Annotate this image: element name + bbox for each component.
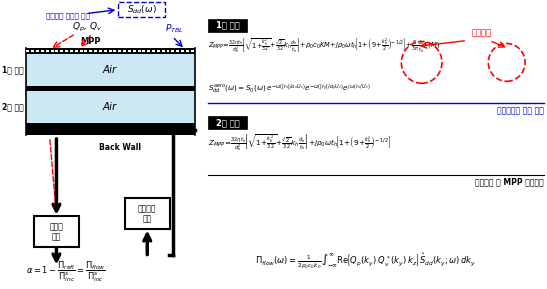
- Text: 2번 패널: 2번 패널: [216, 118, 240, 127]
- Text: $Z_{MPP}\!=\!\frac{32\eta t_h}{d_h^2}\!\left[\sqrt{1\!+\!\frac{k_h^2}{32}}\!+\!\: $Z_{MPP}\!=\!\frac{32\eta t_h}{d_h^2}\!\…: [208, 36, 440, 55]
- Bar: [208, 18, 247, 32]
- Text: Back Wall: Back Wall: [98, 143, 141, 152]
- Bar: [26, 86, 195, 91]
- FancyBboxPatch shape: [125, 198, 170, 229]
- Text: 스펙트럼 형태로 반영: 스펙트럼 형태로 반영: [46, 12, 90, 19]
- Bar: [26, 49, 195, 54]
- Text: $S_{dd}(\omega)$: $S_{dd}(\omega)$: [126, 3, 156, 16]
- Text: Air: Air: [103, 102, 117, 112]
- Text: 난류경계층 영향 반영: 난류경계층 영향 반영: [497, 106, 543, 115]
- Text: $Q_p$, $Q_v$: $Q_p$, $Q_v$: [72, 21, 102, 34]
- Text: Air: Air: [103, 65, 117, 75]
- Bar: [26, 128, 195, 135]
- Text: $\alpha = 1 - \dfrac{\Pi_{refl}}{\Pi^s_{inc}} = \dfrac{\Pi_{flow}}{\Pi^s_{inc}}$: $\alpha = 1 - \dfrac{\Pi_{refl}}{\Pi^s_{…: [26, 259, 106, 284]
- Text: $P_{TBL}$: $P_{TBL}$: [165, 22, 183, 35]
- Bar: [208, 116, 247, 129]
- Text: 유동효과: 유동효과: [472, 28, 492, 37]
- FancyBboxPatch shape: [34, 216, 79, 247]
- Bar: [26, 54, 195, 86]
- Text: 1번 패널: 1번 패널: [216, 21, 240, 29]
- Text: $Z_{MPP}\!=\!\frac{32\eta t_h}{d_h^2}\!\left[\sqrt{1\!+\!\frac{k_h^2}{32}}\!+\!\: $Z_{MPP}\!=\!\frac{32\eta t_h}{d_h^2}\!\…: [208, 132, 392, 153]
- Text: 1번 패널: 1번 패널: [2, 66, 24, 75]
- Text: $\Pi_{flow}(\omega)=\frac{1}{2\rho_0 c_0 k_0}\int_{-\infty}^{\infty}\mathrm{Re}\: $\Pi_{flow}(\omega)=\frac{1}{2\rho_0 c_0…: [254, 252, 475, 271]
- Text: 유동영향
적용: 유동영향 적용: [138, 204, 156, 223]
- Text: MPP: MPP: [80, 38, 101, 47]
- Text: 흡음률
도출: 흡음률 도출: [50, 222, 63, 241]
- Bar: [26, 91, 195, 123]
- Text: 2번 패널: 2번 패널: [2, 103, 24, 112]
- Bar: [26, 123, 195, 128]
- FancyBboxPatch shape: [118, 2, 165, 17]
- Text: $S_{dd}^{aero}(\omega) = S_0(\omega)\,e^{-\omega(|r_x|/\alpha_x U_c)}e^{-\omega(: $S_{dd}^{aero}(\omega) = S_0(\omega)\,e^…: [208, 82, 371, 96]
- Text: 유동없을 때 MPP 임피던스: 유동없을 때 MPP 임피던스: [475, 178, 543, 187]
